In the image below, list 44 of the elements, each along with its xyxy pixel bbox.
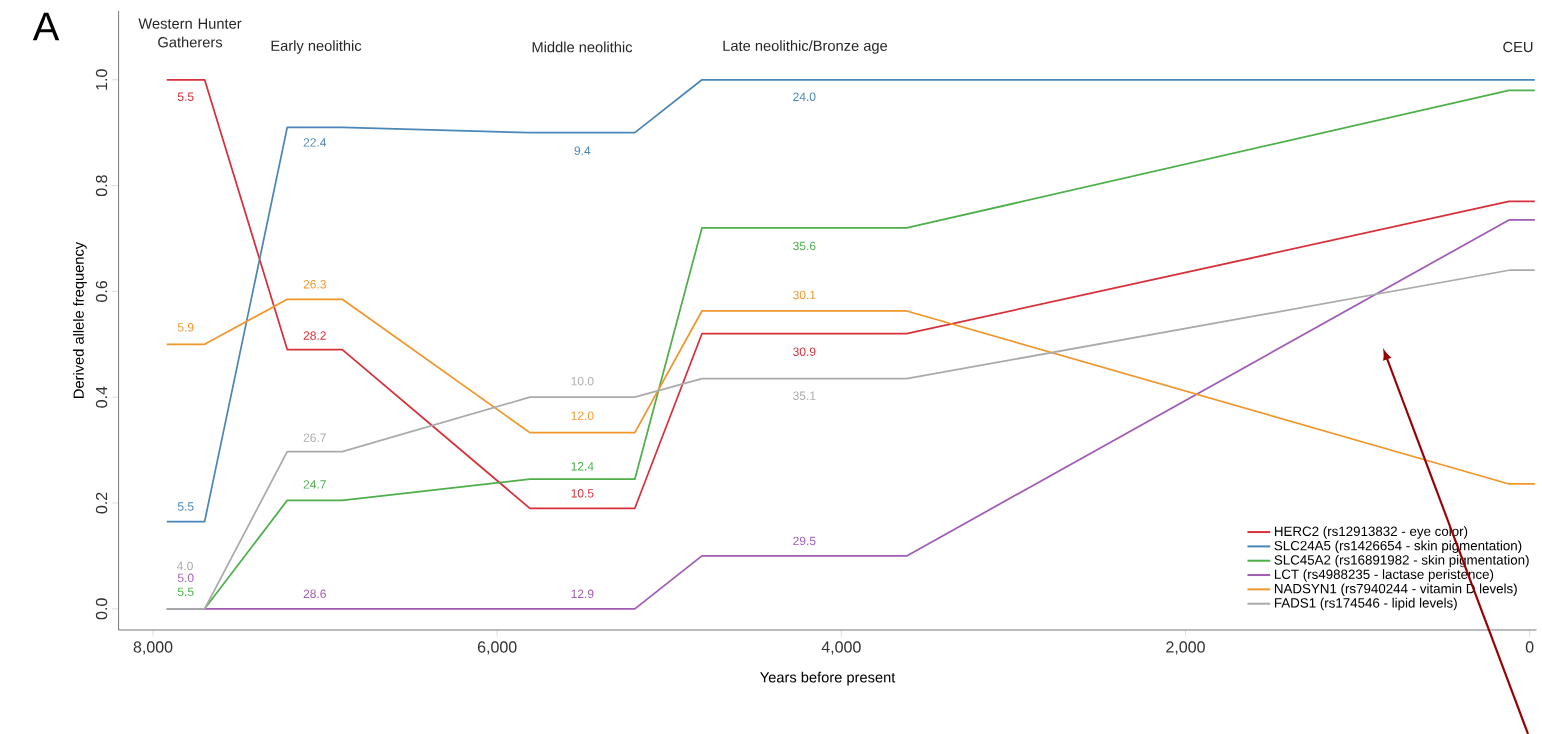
annotation: Middle neolithic	[532, 41, 633, 53]
y-tick-label: 0.0	[95, 598, 108, 620]
annotation: 28.6	[303, 589, 326, 599]
annotation: 28.2	[303, 331, 326, 340]
annotation: 5.9	[177, 323, 194, 332]
y-tick-label: 0.8	[95, 175, 108, 197]
x-tick-label: 0	[1525, 641, 1534, 653]
annotation: Late neolithic/Bronze age	[723, 40, 888, 54]
annotation: 24.7	[303, 480, 326, 489]
x-tick-label: 6,000	[477, 641, 517, 655]
annotation: 12.9	[571, 589, 594, 599]
annotation: 12.4	[571, 462, 594, 471]
annotation: 30.1	[793, 290, 816, 300]
annotation: CEU	[1503, 41, 1533, 53]
annotation: 35.1	[793, 391, 816, 400]
x-tick-label: 2,000	[1166, 641, 1205, 655]
y-tick-label: 0.2	[95, 492, 108, 514]
annotation: 24.0	[793, 92, 816, 102]
annotation: Early neolithic	[271, 40, 362, 54]
annotation: 5.0	[177, 573, 194, 583]
annotation: 26.3	[303, 280, 326, 289]
annotation: Western Hunter Gatherers	[138, 18, 242, 48]
annotation: 29.5	[793, 536, 816, 546]
y-tick-label: 1.0	[95, 69, 108, 90]
annotation: 12.0	[571, 411, 594, 420]
annotation: 10.0	[571, 376, 594, 386]
x-tick-label: 4,000	[821, 641, 861, 655]
annotation: 26.7	[303, 433, 326, 442]
annotation: 30.9	[793, 347, 816, 356]
y-tick-label: 0.4	[95, 386, 108, 408]
annotation: 5.5	[177, 502, 194, 511]
annotation: 35.6	[793, 241, 816, 251]
annotation: 4.0	[176, 561, 193, 571]
annotation: 5.5	[177, 587, 194, 597]
annotation: 9.4	[574, 146, 591, 155]
annotation: 10.5	[571, 489, 594, 498]
y-axis-title: Derived allele frequency	[73, 241, 87, 398]
x-tick-label: 8,000	[133, 641, 173, 655]
y-tick-label: 0.6	[95, 280, 108, 302]
annotation: 5.5	[177, 92, 194, 101]
x-axis-title: Years before present	[760, 671, 896, 686]
annotation: 22.4	[303, 138, 327, 147]
chart-title: A	[32, 12, 60, 41]
legend-label: FADS1 (rs174546 - lipid levels)	[1274, 597, 1457, 611]
